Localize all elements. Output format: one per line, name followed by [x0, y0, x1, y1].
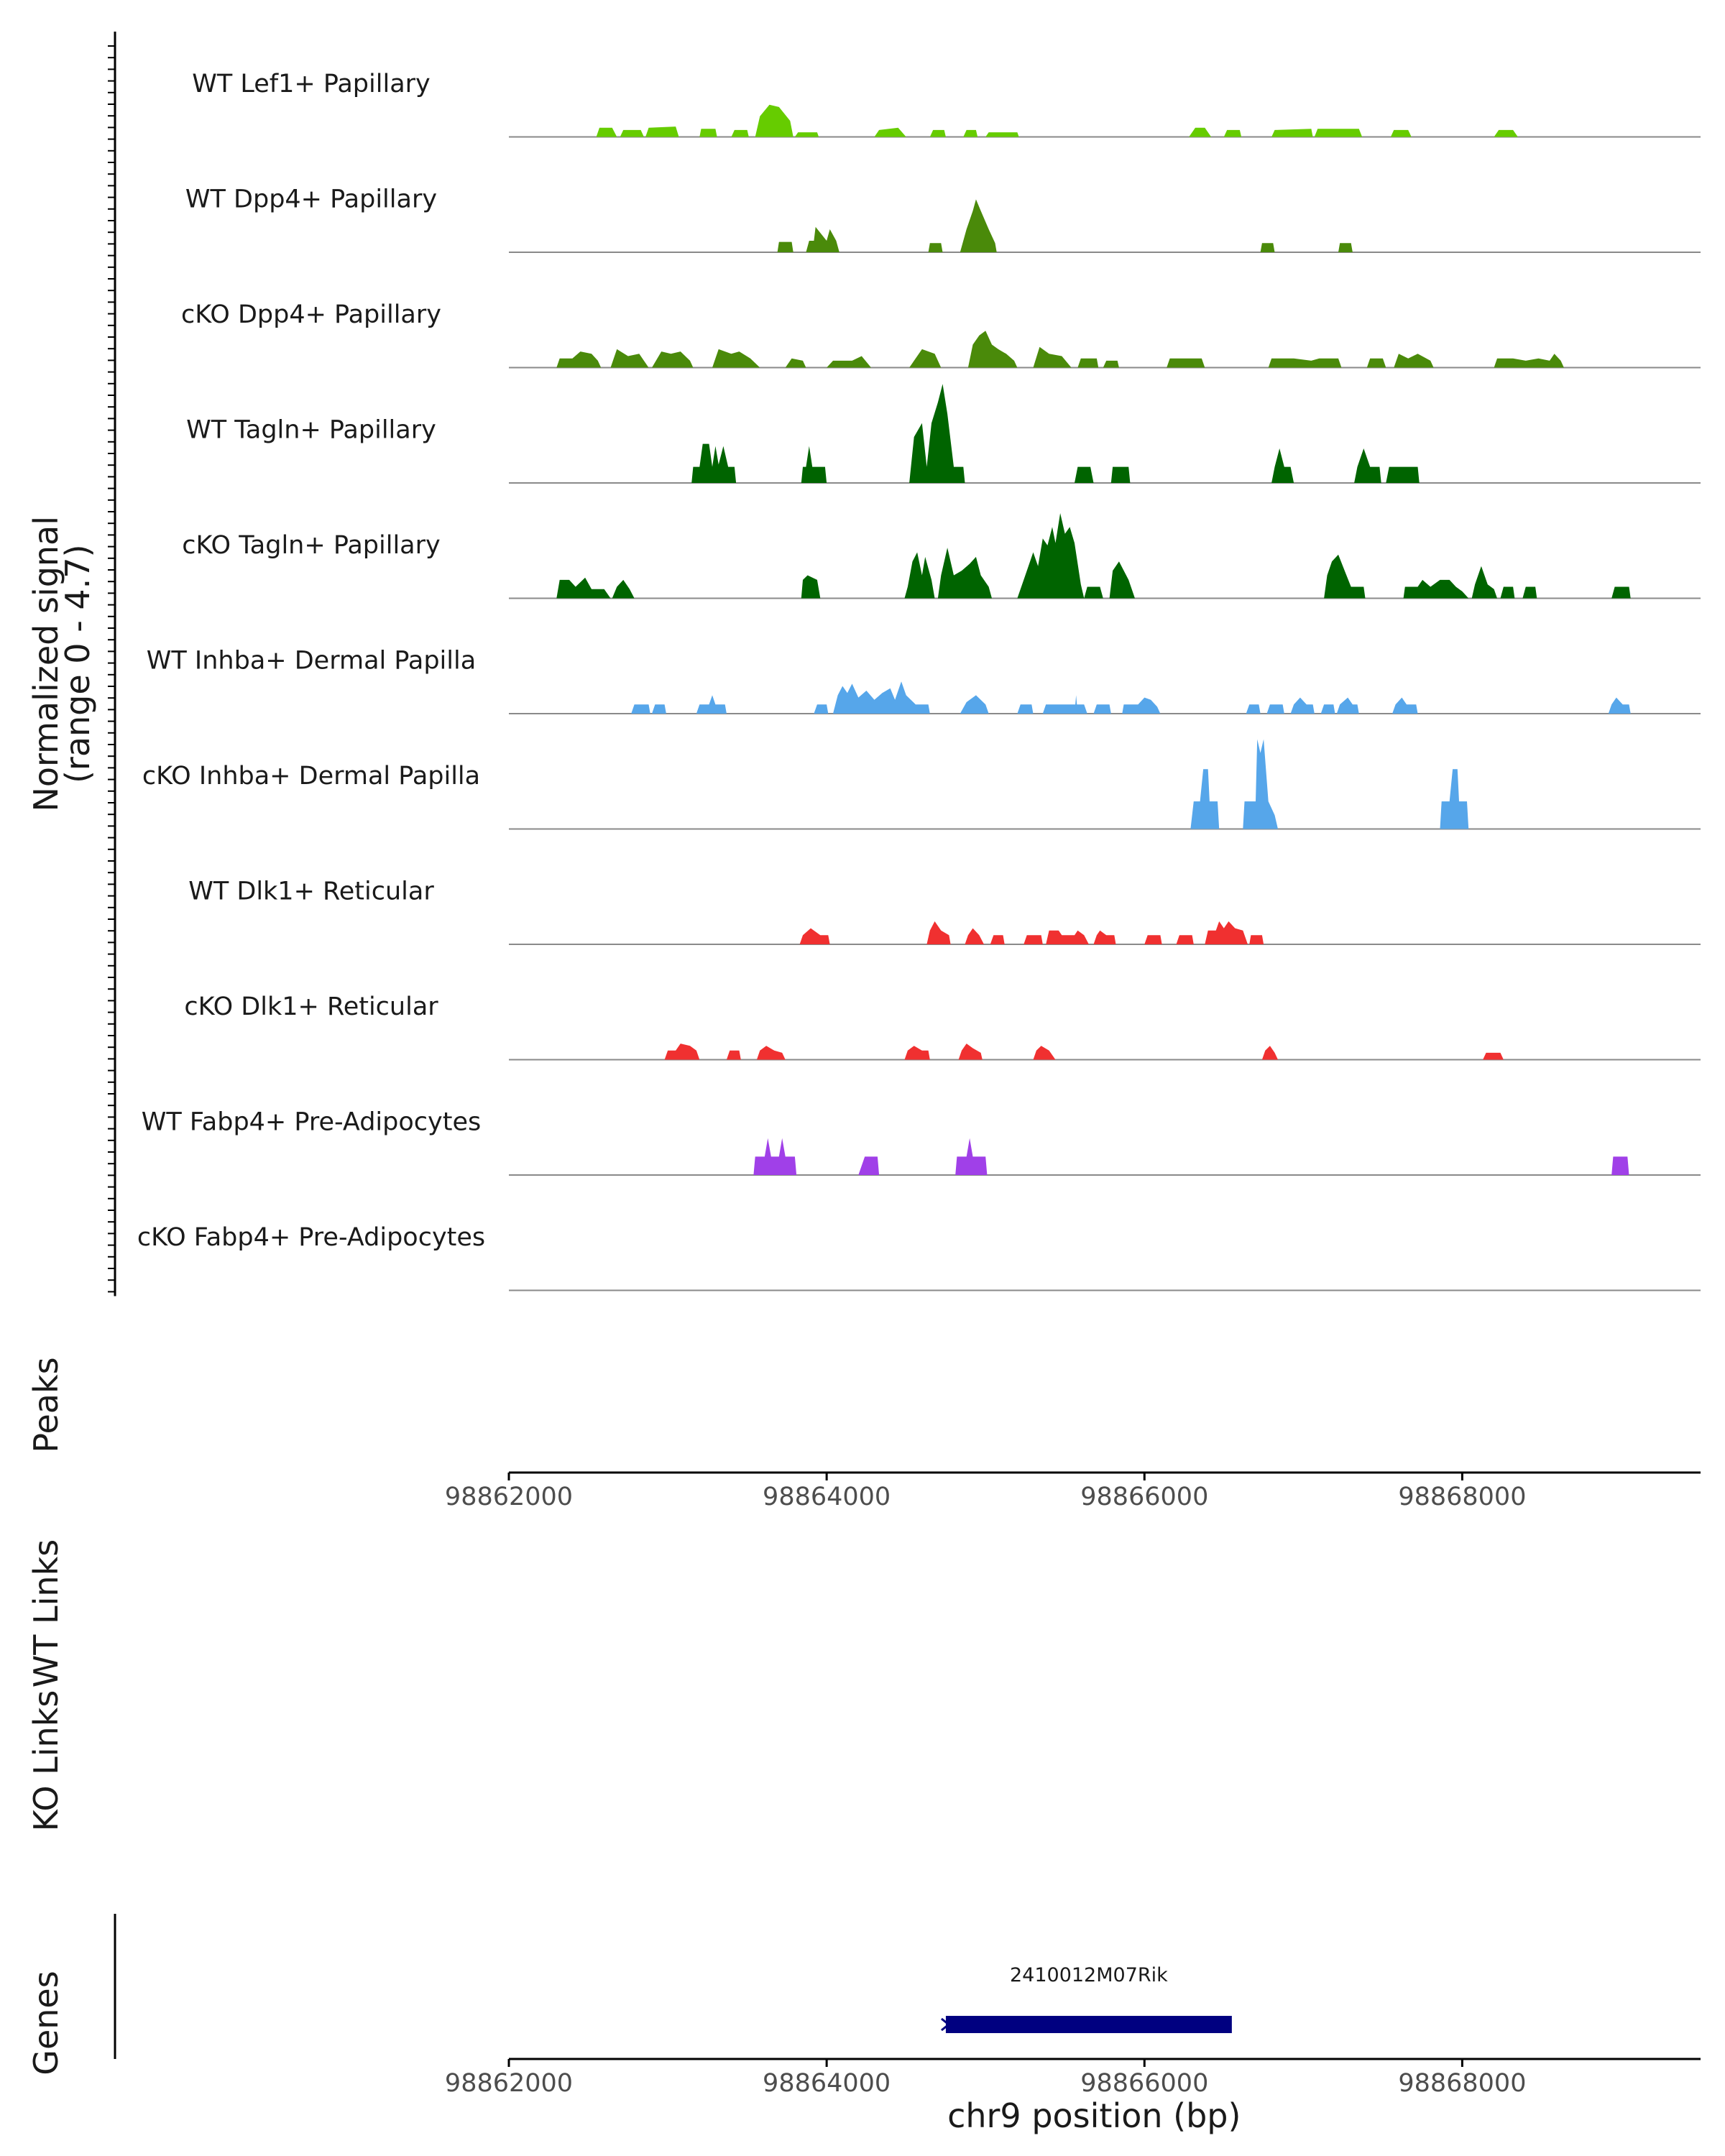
coverage-area	[664, 1044, 1504, 1060]
track-label: cKO Inhba+ Dermal Papilla	[142, 762, 480, 791]
coverage-area	[596, 104, 1518, 137]
signal-y-axis	[108, 32, 116, 1296]
track-6: WT Inhba+ Dermal Papilla	[147, 647, 1701, 714]
x-axis-upper: 98862000 98864000 98866000 98868000	[445, 1471, 1701, 1511]
track-7: cKO Inhba+ Dermal Papilla	[142, 739, 1701, 830]
track-label: WT Inhba+ Dermal Papilla	[147, 647, 476, 676]
track-10: WT Fabp4+ Pre-Adipocytes	[142, 1108, 1701, 1176]
x-tick-label: 98866000	[1080, 2069, 1208, 2098]
coverage-area	[799, 921, 1264, 944]
genes-track-title: Genes	[27, 1971, 65, 2075]
track-label: cKO Fabp4+ Pre-Adipocytes	[137, 1223, 485, 1252]
gene-annotations: 2410012M07Rik	[940, 1964, 1232, 2033]
track-1: WT Lef1+ Papillary	[192, 70, 1701, 138]
gene-body	[945, 2016, 1232, 2033]
peaks-track-title: Peaks	[27, 1357, 65, 1452]
ko-links-track-title: KO Links	[27, 1690, 65, 1832]
x-axis-lower: 98862000 98864000 98866000 98868000	[445, 2058, 1701, 2098]
coverage-area	[753, 1138, 1629, 1175]
track-label: cKO Dpp4+ Papillary	[181, 300, 441, 329]
gene-label: 2410012M07Rik	[1010, 1964, 1168, 1986]
track-11: cKO Fabp4+ Pre-Adipocytes	[137, 1223, 1701, 1291]
x-tick-label: 98862000	[445, 2069, 573, 2098]
track-label: WT Fabp4+ Pre-Adipocytes	[142, 1108, 481, 1137]
track-4: WT Tagln+ Papillary	[186, 384, 1701, 484]
x-tick-label: 98862000	[445, 1483, 573, 1511]
x-tick-label: 98868000	[1398, 2069, 1526, 2098]
track-label: WT Dlk1+ Reticular	[188, 877, 434, 906]
track-9: cKO Dlk1+ Reticular	[184, 992, 1701, 1061]
x-tick-label: 98866000	[1080, 1483, 1208, 1511]
track-label: WT Dpp4+ Papillary	[185, 185, 437, 214]
signal-y-axis-title: Normalized signal	[27, 516, 65, 812]
x-tick-label: 98868000	[1398, 1483, 1526, 1511]
wt-links-track-title: WT Links	[27, 1539, 65, 1687]
x-axis-title: chr9 position (bp)	[947, 2096, 1241, 2135]
track-2: WT Dpp4+ Papillary	[185, 185, 1701, 253]
track-3: cKO Dpp4+ Papillary	[181, 300, 1701, 369]
coverage-area	[556, 513, 1631, 599]
coverage-tracks: WT Lef1+ Papillary WT Dpp4+ Papillary cKO …	[137, 70, 1701, 1291]
coverage-area	[631, 681, 1631, 714]
track-5: cKO Tagln+ Papillary	[182, 513, 1701, 599]
coverage-area	[691, 384, 1420, 483]
signal-y-axis-range: (range 0 - 4.7)	[58, 544, 97, 783]
track-label: cKO Tagln+ Papillary	[182, 531, 441, 560]
coverage-area	[1190, 739, 1469, 829]
x-tick-label: 98864000	[763, 1483, 891, 1511]
track-label: WT Lef1+ Papillary	[192, 70, 431, 98]
track-label: WT Tagln+ Papillary	[186, 416, 436, 445]
coverage-area	[556, 331, 1564, 368]
track-8: WT Dlk1+ Reticular	[188, 877, 1701, 945]
coverage-area	[777, 199, 1353, 252]
track-label: cKO Dlk1+ Reticular	[184, 992, 438, 1021]
gene-strand-marker	[940, 2017, 951, 2032]
x-tick-label: 98864000	[763, 2069, 891, 2098]
